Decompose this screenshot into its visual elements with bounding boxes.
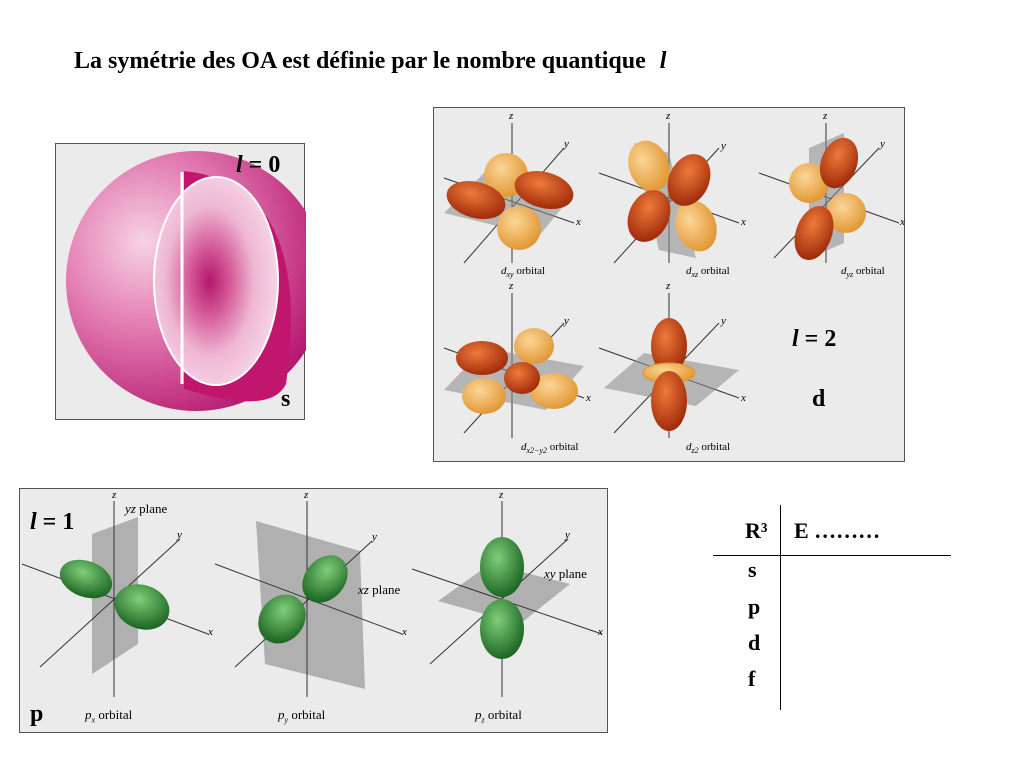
l-symbol: l: [236, 152, 243, 178]
axis-y-label: y: [565, 529, 570, 541]
axis-x-label: x: [741, 392, 746, 404]
s-quantum-number-label: l = 0: [236, 152, 280, 179]
axis-y-label: y: [372, 531, 377, 543]
table-vertical-rule: [780, 505, 781, 710]
yz-plane: [92, 517, 138, 674]
d-quantum-number-label: l = 2: [792, 326, 837, 352]
px-lobes: [59, 559, 170, 630]
axis-z-label: z: [112, 489, 117, 501]
axis-z-label: z: [666, 280, 671, 292]
axis-z-label: z: [304, 489, 309, 501]
dxz-caption: dxz orbital: [686, 265, 730, 280]
axis-y-label: y: [721, 140, 726, 152]
pz-caption: pz orbital: [475, 707, 522, 725]
s-orbital-panel: l = 0 s: [55, 143, 306, 420]
table-horizontal-rule: [713, 555, 951, 556]
p-label: p: [30, 701, 44, 727]
axis-x-label: x: [576, 216, 581, 228]
axis-y-label: y: [564, 138, 569, 150]
axis-y-label: y: [177, 529, 182, 541]
yz-plane-label: yz plane: [125, 501, 168, 516]
dz2-caption: dz2 orbital: [686, 441, 731, 456]
table-header-r3: R³: [745, 518, 768, 543]
s-label: s: [281, 386, 291, 412]
xz-plane-label: xz plane: [358, 582, 401, 597]
dyz-lobes: [789, 137, 866, 261]
dxy-caption: dxy orbital: [501, 265, 546, 280]
axis-z-label: z: [499, 489, 504, 501]
axis-x-label: x: [900, 216, 905, 228]
p-quantum-number-label: l = 1: [30, 509, 75, 535]
dxz-lobes: [627, 140, 717, 252]
axis-y-label: y: [721, 315, 726, 327]
dx2y2-lobes: [456, 328, 578, 414]
dz2-lobes: [642, 318, 696, 431]
p-orbitals-figure: [21, 501, 603, 697]
py-lobes: [258, 555, 348, 644]
table-row: f: [748, 666, 756, 691]
axis-z-label: z: [509, 280, 514, 292]
axis-z-label: z: [509, 110, 514, 122]
pz-lobes: [480, 537, 524, 659]
dx2y2-caption: dx2−y2 orbital: [521, 441, 579, 456]
px-caption: px orbital: [85, 707, 133, 725]
s-orbital-sphere-figure: [66, 151, 306, 411]
d-label: d: [812, 386, 826, 412]
axis-x-label: x: [741, 216, 746, 228]
table-header-e: E ………: [794, 518, 881, 543]
title-text: La symétrie des OA est définie par le no…: [74, 48, 646, 74]
axis-x-label: x: [402, 626, 407, 638]
cross-section-face: [153, 176, 279, 386]
axis-x-label: x: [586, 392, 591, 404]
title-symbol: l: [659, 48, 667, 74]
py-caption: py orbital: [278, 707, 326, 725]
p-orbital-panel: z y x z y x z y x yz plane xz plane xy p…: [19, 488, 608, 733]
axis-x-label: x: [208, 626, 213, 638]
table-row: d: [748, 630, 761, 655]
axis-z-label: z: [666, 110, 671, 122]
table-row: p: [748, 594, 761, 619]
l-value: = 0: [248, 152, 281, 178]
d-orbitals-figure: [443, 123, 900, 438]
axis-y-label: y: [880, 138, 885, 150]
table-row: s: [748, 557, 757, 582]
axis-z-label: z: [823, 110, 828, 122]
d-orbital-panel: z y x z y x z y x z y x z y x dxy orbita…: [433, 107, 905, 462]
axis-y-label: y: [564, 315, 569, 327]
slide-title: La symétrie des OA est définie par le no…: [74, 48, 666, 75]
axis-x-label: x: [598, 626, 603, 638]
dxy-lobes: [446, 153, 574, 250]
dyz-caption: dyz orbital: [841, 265, 885, 280]
xy-plane-label: xy plane: [544, 566, 587, 581]
